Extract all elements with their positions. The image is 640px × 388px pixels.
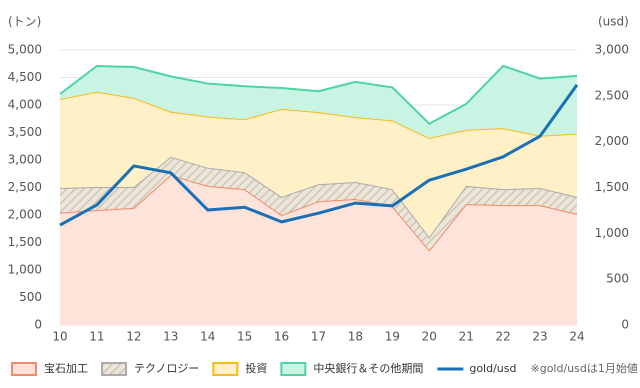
note: ※gold/usdは1月始値 (531, 361, 638, 375)
area (60, 174, 577, 325)
legend-swatch (212, 362, 239, 376)
x-tick-label: 10 (52, 330, 67, 344)
y-tick-label: 3,500 (8, 125, 42, 139)
y-tick-label: 500 (19, 290, 42, 304)
x-tick-label: 23 (532, 330, 547, 344)
y2-tick-label: 3,000 (595, 43, 629, 57)
y-tick-label: 2,000 (8, 208, 42, 222)
y2-tick-label: 1,500 (595, 180, 629, 194)
legend-label: テクノロジー (134, 362, 199, 375)
y-tick-label: 1,500 (8, 235, 42, 249)
x-tick-label: 17 (311, 330, 326, 344)
y-tick-label: 2,500 (8, 180, 42, 194)
y2-tick-label: 500 (606, 272, 629, 286)
y-tick-label: 0 (34, 318, 42, 332)
legend-label: gold/usd (469, 362, 516, 375)
x-tick-label: 12 (126, 330, 141, 344)
y2-tick-label: 2,500 (595, 88, 629, 102)
legend-swatch (280, 362, 307, 376)
y-tick-label: 4,000 (8, 98, 42, 112)
area (60, 65, 577, 138)
y-axis-label: (トン) (8, 15, 41, 29)
legend-label: 中央銀行＆その他期間 (313, 361, 423, 375)
area (60, 91, 577, 237)
x-tick-label: 16 (274, 330, 289, 344)
y-tick-label: 1,000 (8, 263, 42, 277)
legend-swatch (11, 362, 37, 376)
y2-axis-label: (usd) (598, 15, 629, 29)
x-tick-label: 22 (496, 330, 511, 344)
legend-label: 投資 (245, 361, 267, 375)
line (59, 83, 579, 227)
x-tick-label: 18 (348, 330, 363, 344)
legend-swatch (101, 362, 127, 376)
legend-label: 宝石加工 (44, 361, 88, 375)
x-tick-label: 11 (89, 330, 104, 344)
x-tick-label: 19 (385, 330, 400, 344)
x-tick-label: 21 (459, 330, 474, 344)
x-tick-label: 24 (569, 330, 584, 344)
area (60, 156, 577, 251)
y2-tick-label: 2,000 (595, 134, 629, 148)
y-tick-label: 3,000 (8, 153, 42, 167)
y-tick-label: 5,000 (8, 43, 42, 57)
y-tick-label: 4,500 (8, 70, 42, 84)
area-edge (59, 64, 578, 125)
x-tick-label: 15 (237, 330, 252, 344)
y2-tick-label: 0 (621, 318, 629, 332)
y2-tick-label: 1,000 (595, 226, 629, 240)
x-tick-label: 20 (422, 330, 437, 344)
x-tick-label: 13 (163, 330, 178, 344)
x-tick-label: 14 (200, 330, 215, 344)
